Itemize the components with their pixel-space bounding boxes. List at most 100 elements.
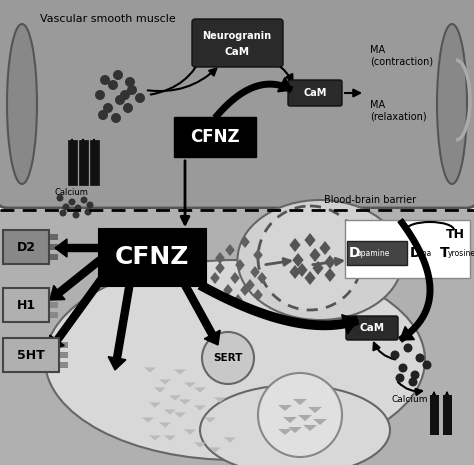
Polygon shape bbox=[55, 239, 100, 257]
Circle shape bbox=[73, 212, 80, 219]
Polygon shape bbox=[184, 429, 196, 435]
FancyBboxPatch shape bbox=[3, 338, 59, 372]
Polygon shape bbox=[209, 447, 221, 452]
Circle shape bbox=[391, 351, 400, 359]
Text: CaM: CaM bbox=[224, 47, 250, 57]
Polygon shape bbox=[324, 255, 336, 269]
Polygon shape bbox=[215, 252, 225, 264]
Text: MA
(contraction): MA (contraction) bbox=[370, 45, 433, 66]
Polygon shape bbox=[210, 272, 220, 284]
Polygon shape bbox=[194, 405, 206, 411]
Text: CaM: CaM bbox=[359, 323, 384, 333]
Bar bbox=[430, 395, 439, 435]
Circle shape bbox=[113, 70, 123, 80]
Bar bbox=[44, 234, 58, 240]
Polygon shape bbox=[169, 395, 181, 401]
FancyBboxPatch shape bbox=[0, 0, 474, 208]
Bar bbox=[68, 140, 77, 185]
Bar bbox=[54, 352, 68, 358]
Circle shape bbox=[81, 197, 88, 204]
Polygon shape bbox=[240, 236, 250, 248]
Polygon shape bbox=[304, 233, 316, 247]
Polygon shape bbox=[174, 369, 186, 375]
Text: opa: opa bbox=[418, 248, 432, 258]
Polygon shape bbox=[108, 281, 134, 370]
Circle shape bbox=[395, 373, 404, 383]
Circle shape bbox=[98, 110, 108, 120]
Polygon shape bbox=[278, 78, 292, 92]
Polygon shape bbox=[179, 399, 191, 405]
Bar bbox=[0, 210, 474, 465]
Circle shape bbox=[111, 113, 121, 123]
Circle shape bbox=[399, 364, 408, 372]
Polygon shape bbox=[308, 407, 322, 413]
Circle shape bbox=[69, 199, 75, 206]
Text: D: D bbox=[410, 246, 421, 260]
Polygon shape bbox=[342, 315, 358, 334]
Polygon shape bbox=[283, 417, 297, 423]
Circle shape bbox=[108, 80, 118, 90]
Text: Calcium: Calcium bbox=[55, 188, 89, 197]
Bar bbox=[79, 140, 88, 185]
Circle shape bbox=[125, 77, 135, 87]
Polygon shape bbox=[250, 266, 260, 278]
Text: opamine: opamine bbox=[357, 248, 391, 258]
Polygon shape bbox=[154, 387, 166, 392]
Polygon shape bbox=[257, 272, 267, 284]
Text: yrosine: yrosine bbox=[448, 248, 474, 258]
Circle shape bbox=[127, 85, 137, 95]
Polygon shape bbox=[194, 442, 206, 448]
Circle shape bbox=[115, 95, 125, 105]
Text: CFNZ: CFNZ bbox=[190, 128, 240, 146]
Polygon shape bbox=[292, 253, 304, 267]
FancyBboxPatch shape bbox=[288, 80, 342, 106]
Circle shape bbox=[56, 194, 64, 201]
Polygon shape bbox=[312, 261, 324, 275]
Polygon shape bbox=[324, 268, 336, 282]
Circle shape bbox=[100, 75, 110, 85]
FancyBboxPatch shape bbox=[174, 117, 256, 157]
Polygon shape bbox=[184, 382, 196, 388]
Polygon shape bbox=[290, 238, 301, 252]
Polygon shape bbox=[278, 429, 292, 435]
Text: SERT: SERT bbox=[213, 353, 243, 363]
Text: Calcium: Calcium bbox=[392, 395, 428, 404]
Ellipse shape bbox=[437, 24, 467, 184]
Circle shape bbox=[103, 103, 113, 113]
Polygon shape bbox=[223, 284, 233, 296]
Circle shape bbox=[86, 201, 93, 208]
Ellipse shape bbox=[45, 260, 425, 460]
FancyBboxPatch shape bbox=[192, 19, 283, 67]
Text: CaM: CaM bbox=[303, 88, 327, 98]
FancyBboxPatch shape bbox=[99, 229, 206, 286]
Polygon shape bbox=[159, 422, 171, 428]
Circle shape bbox=[258, 373, 342, 457]
Circle shape bbox=[120, 90, 130, 100]
Text: Neurogranin: Neurogranin bbox=[202, 31, 272, 41]
FancyBboxPatch shape bbox=[346, 316, 398, 340]
Ellipse shape bbox=[200, 385, 390, 465]
Bar bbox=[44, 292, 58, 298]
Circle shape bbox=[63, 204, 70, 211]
Circle shape bbox=[123, 103, 133, 113]
Polygon shape bbox=[278, 405, 292, 411]
Bar bbox=[44, 312, 58, 318]
Polygon shape bbox=[159, 379, 171, 385]
Text: Blood-brain barrier: Blood-brain barrier bbox=[324, 195, 416, 205]
Circle shape bbox=[95, 90, 105, 100]
Polygon shape bbox=[288, 427, 302, 433]
Circle shape bbox=[409, 378, 418, 386]
Bar bbox=[345, 220, 470, 278]
Bar bbox=[54, 342, 68, 348]
Polygon shape bbox=[142, 418, 154, 423]
Polygon shape bbox=[310, 248, 320, 262]
Text: TH: TH bbox=[446, 228, 465, 241]
Bar bbox=[44, 302, 58, 308]
Circle shape bbox=[84, 208, 91, 215]
Polygon shape bbox=[215, 262, 225, 274]
Polygon shape bbox=[144, 367, 156, 372]
Circle shape bbox=[74, 205, 82, 212]
Circle shape bbox=[202, 332, 254, 384]
Bar bbox=[54, 362, 68, 368]
Polygon shape bbox=[50, 257, 102, 300]
